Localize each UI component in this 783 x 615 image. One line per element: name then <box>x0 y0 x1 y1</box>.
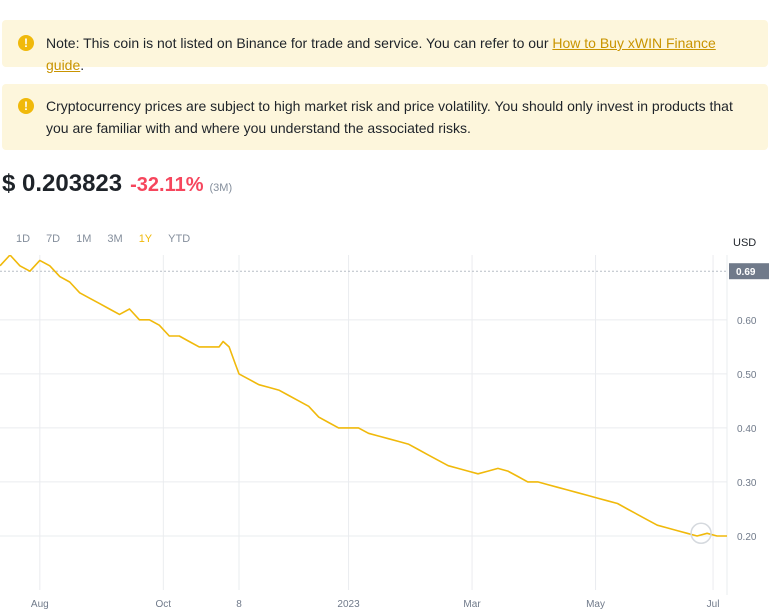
x-tick-label: Oct <box>156 599 172 610</box>
x-tick-label: Mar <box>463 599 481 610</box>
current-price: $ 0.203823 <box>2 170 123 197</box>
current-price-tag-label: 0.69 <box>736 267 756 278</box>
y-tick-label: 0.60 <box>737 316 757 327</box>
current-price-tag <box>729 263 769 280</box>
price-summary: $ 0.203823 -32.11% (3M) <box>2 170 232 202</box>
tab-1y[interactable]: 1Y <box>138 233 153 245</box>
warning-circle-icon: ! <box>18 98 34 114</box>
y-tick-label: 0.30 <box>737 478 757 489</box>
price-series-line <box>0 255 727 537</box>
tab-1d[interactable]: 1D <box>16 233 31 245</box>
listing-notice: ! Note: This coin is not listed on Binan… <box>2 20 768 73</box>
x-tick-label: May <box>586 599 605 610</box>
x-tick-label: 2023 <box>337 599 360 610</box>
listing-notice-suffix: . <box>80 57 85 73</box>
risk-notice-text: Cryptocurrency prices are subject to hig… <box>46 98 733 136</box>
currency-label: USD <box>733 237 757 249</box>
chart-watermark-icon <box>690 522 712 545</box>
tab-ytd[interactable]: YTD <box>168 233 191 245</box>
tab-1m[interactable]: 1M <box>76 233 92 245</box>
change-period: (3M) <box>209 182 233 194</box>
x-tick-label: Aug <box>31 599 49 610</box>
price-change: -32.11% <box>130 174 204 196</box>
y-tick-label: 0.20 <box>737 532 757 543</box>
x-tick-label: Jul <box>707 599 720 610</box>
tab-3m[interactable]: 3M <box>107 233 123 245</box>
how-to-buy-guide-link[interactable]: How to Buy xWIN Finance guide <box>46 35 716 73</box>
y-tick-label: 0.50 <box>737 370 757 381</box>
risk-notice: ! Cryptocurrency prices are subject to h… <box>2 84 768 150</box>
price-chart[interactable]: 0.20 0.30 0.40 0.50 0.60 Aug Oct 8 2023 Mar May Jul… <box>0 255 783 615</box>
warning-circle-icon: ! <box>18 35 34 51</box>
tab-7d[interactable]: 7D <box>46 233 61 245</box>
x-tick-label: 8 <box>236 599 242 610</box>
listing-notice-text: Note: This coin is not listed on Binance… <box>46 35 553 51</box>
timeframe-tabs: 1D 7D 1M 3M 1Y YTD <box>8 231 198 247</box>
y-tick-label: 0.40 <box>737 424 757 435</box>
